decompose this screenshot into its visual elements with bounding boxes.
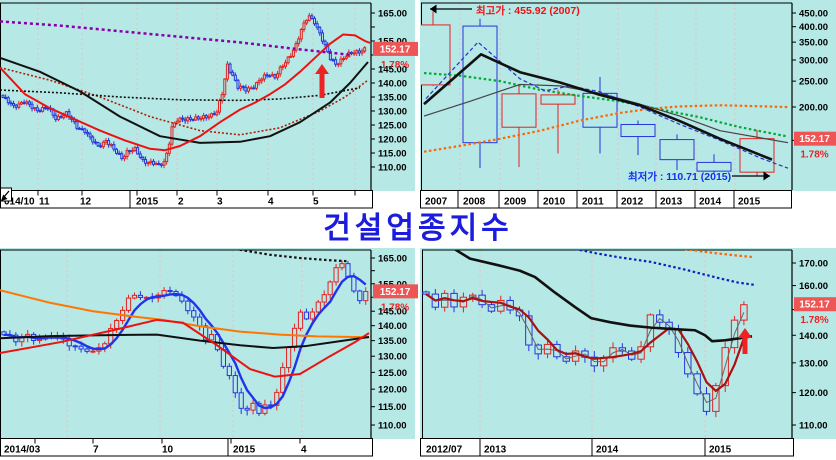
svg-text:2012/07: 2012/07 <box>426 445 463 456</box>
svg-text:2015: 2015 <box>136 197 159 208</box>
x-axis: 014/10 11 12 2015 2 3 4 5 <box>0 190 373 209</box>
svg-text:2015: 2015 <box>738 197 761 208</box>
weekly-chart-panel[interactable]: 165.00155.00145.00140.00135.00130.00125.… <box>0 248 418 460</box>
plot-background <box>420 248 836 439</box>
buy-signal-arrow-icon <box>738 328 752 354</box>
svg-text:135.00: 135.00 <box>378 93 407 104</box>
svg-text:2013: 2013 <box>484 445 507 456</box>
svg-text:2007: 2007 <box>425 197 448 208</box>
svg-text:125.00: 125.00 <box>378 368 407 379</box>
svg-text:130.00: 130.00 <box>799 358 828 369</box>
svg-text:110.00: 110.00 <box>378 163 407 174</box>
svg-text:2009: 2009 <box>504 197 527 208</box>
svg-text:160.00: 160.00 <box>799 281 828 292</box>
svg-text:2015: 2015 <box>709 445 732 456</box>
svg-text:110.00: 110.00 <box>378 421 407 432</box>
svg-text:10: 10 <box>162 445 174 456</box>
current-price-marker: 152.17 1.78% <box>794 297 836 326</box>
svg-text:130.00: 130.00 <box>378 107 407 118</box>
svg-text:120.00: 120.00 <box>378 385 407 396</box>
svg-text:4: 4 <box>301 445 307 456</box>
svg-text:2012: 2012 <box>621 197 644 208</box>
svg-text:110.00: 110.00 <box>799 421 828 432</box>
gridlines <box>66 250 303 438</box>
x-axis: 2007 2008 2009 2010 2011 2012 2013 2014 2015 <box>420 190 792 209</box>
svg-text:2010: 2010 <box>543 197 566 208</box>
svg-text:2014: 2014 <box>596 445 619 456</box>
svg-text:120.00: 120.00 <box>799 388 828 399</box>
svg-text:130.00: 130.00 <box>378 352 407 363</box>
scroll-cursor-icon[interactable] <box>0 187 12 202</box>
x-axis: 2014/03 7 10 2015 4 <box>0 438 373 457</box>
svg-text:250.00: 250.00 <box>799 77 828 88</box>
svg-text:2014: 2014 <box>699 197 722 208</box>
yearly-chart-panel[interactable]: 최고가 : 455.92 (2007) 최저가 : 110.71 (2015) 45… <box>418 0 836 212</box>
svg-text:450.00: 450.00 <box>799 9 828 20</box>
svg-text:120.00: 120.00 <box>378 135 407 146</box>
daily-chart-panel[interactable]: 165.00155.00145.00140.00135.00130.00125.… <box>0 0 418 212</box>
current-price-marker: 152.17 1.78% <box>373 284 418 313</box>
svg-text:2015: 2015 <box>233 445 256 456</box>
svg-text:135.00: 135.00 <box>378 336 407 347</box>
monthly-chart-panel[interactable]: 170.00 160.00 140.00 130.00 120.00 110.00 2012… <box>418 248 836 460</box>
svg-text:4: 4 <box>268 197 274 208</box>
svg-text:2013: 2013 <box>660 197 683 208</box>
annotation-text: 최고가 : 455.92 (2007) <box>476 4 580 17</box>
svg-text:350.00: 350.00 <box>799 38 828 49</box>
current-price-marker: 152.17 1.78% <box>373 41 418 71</box>
candles <box>1 260 369 417</box>
svg-text:140.00: 140.00 <box>799 331 828 342</box>
annotation-text: 최저가 : 110.71 (2015) <box>628 170 731 183</box>
svg-text:152.17: 152.17 <box>380 287 411 298</box>
svg-text:152.17: 152.17 <box>799 300 830 311</box>
svg-text:11: 11 <box>39 197 50 208</box>
svg-text:300.00: 300.00 <box>799 56 828 67</box>
svg-text:2011: 2011 <box>582 197 604 208</box>
svg-text:1.78%: 1.78% <box>800 315 828 326</box>
svg-text:165.00: 165.00 <box>378 9 407 20</box>
svg-text:014/10: 014/10 <box>4 197 35 208</box>
svg-text:145.00: 145.00 <box>378 307 407 318</box>
svg-text:152.17: 152.17 <box>380 44 411 55</box>
moving-average-lines <box>423 41 789 169</box>
y-axis: 450.00 400.00 350.00 300.00 250.00 200.00 <box>791 3 828 190</box>
svg-text:1.78%: 1.78% <box>381 302 409 313</box>
svg-text:1.78%: 1.78% <box>800 150 828 161</box>
svg-text:115.00: 115.00 <box>378 402 407 413</box>
svg-text:2014/03: 2014/03 <box>4 445 41 456</box>
moving-average-lines <box>0 250 370 410</box>
x-axis: 2012/07 2013 2014 2015 <box>420 438 794 457</box>
plot-background <box>0 0 415 191</box>
svg-text:170.00: 170.00 <box>799 259 828 270</box>
svg-text:2008: 2008 <box>463 197 486 208</box>
page-title: 건설업종지수 <box>323 212 513 245</box>
svg-text:165.00: 165.00 <box>378 254 407 265</box>
svg-text:3: 3 <box>217 197 223 208</box>
svg-text:115.00: 115.00 <box>378 149 407 160</box>
svg-text:12: 12 <box>80 197 92 208</box>
gridlines <box>459 3 736 190</box>
svg-text:400.00: 400.00 <box>799 22 828 33</box>
svg-text:1.78%: 1.78% <box>381 60 409 71</box>
svg-text:140.00: 140.00 <box>378 321 407 332</box>
svg-text:5: 5 <box>313 197 319 208</box>
svg-text:2: 2 <box>178 197 184 208</box>
buy-signal-arrow-icon <box>315 64 329 98</box>
gridlines <box>37 3 356 190</box>
moving-average-lines <box>425 250 757 404</box>
svg-text:125.00: 125.00 <box>378 121 407 132</box>
svg-text:200.00: 200.00 <box>799 103 828 114</box>
svg-text:152.17: 152.17 <box>799 134 830 145</box>
svg-text:140.00: 140.00 <box>378 79 407 90</box>
svg-text:7: 7 <box>93 445 99 456</box>
svg-text:145.00: 145.00 <box>378 65 407 76</box>
moving-average-lines <box>0 20 371 152</box>
current-price-marker: 152.17 1.78% <box>794 131 836 161</box>
candles <box>1 12 367 169</box>
